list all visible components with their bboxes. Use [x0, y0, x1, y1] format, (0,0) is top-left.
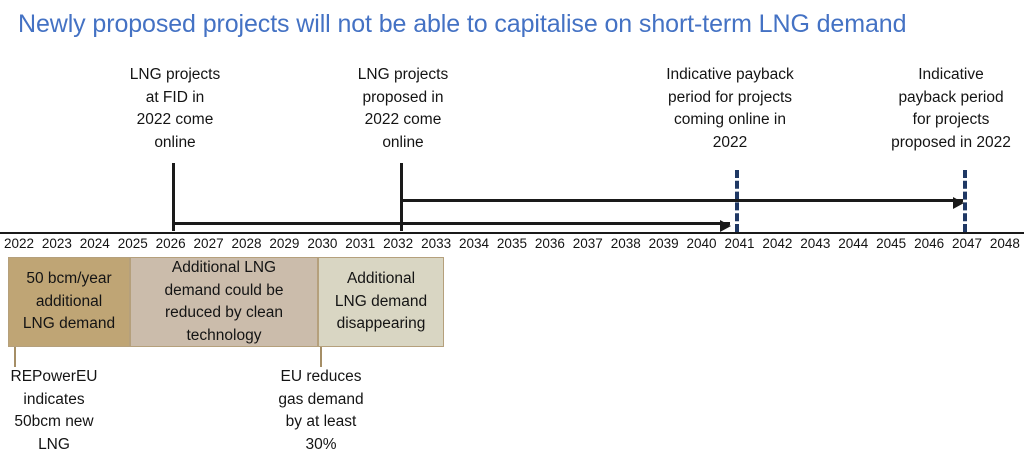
arrow-proposed-to-2047 [401, 196, 964, 209]
demand-box-line: Additional [346, 270, 416, 288]
callout-proposed-2022-online: LNG projects proposed in 2022 come onlin… [336, 64, 470, 154]
caption-repowereu: REPowerEU indicates 50bcm new LNG [0, 366, 114, 456]
axis-year: 2043 [800, 236, 831, 251]
axis-year: 2024 [79, 236, 110, 251]
demand-box-50bcm: 50 bcm/year additional LNG demand [8, 257, 130, 347]
axis-year: 2023 [41, 236, 72, 251]
callout-line: LNG projects [357, 66, 449, 83]
axis-year: 2022 [3, 236, 34, 251]
axis-year: 2028 [231, 236, 262, 251]
connector-eu-reduces-gas [320, 347, 322, 367]
page-title: Newly proposed projects will not be able… [18, 10, 907, 38]
axis-year: 2048 [989, 236, 1020, 251]
caption-line: LNG [38, 435, 70, 453]
axis-year: 2041 [724, 236, 755, 251]
axis-year: 2046 [914, 236, 945, 251]
axis-year: 2044 [838, 236, 869, 251]
demand-box-line: Additional LNG [171, 259, 277, 276]
callout-line: period for projects [667, 88, 793, 106]
caption-eu-reduces-gas: EU reduces gas demand by at least 30% [262, 366, 380, 456]
axis-year: 2035 [496, 236, 527, 251]
demand-box-line: additional [35, 292, 103, 310]
callout-line: proposed in 2022 [891, 133, 1011, 151]
demand-box-line: demand could be [164, 281, 284, 299]
caption-line: EU reduces [280, 368, 362, 385]
callout-line: online [382, 133, 424, 151]
arrow-online-to-2041 [173, 219, 731, 232]
callout-line: for projects [912, 111, 990, 128]
callout-payback-proposed-2022: Indicative payback period for projects p… [878, 64, 1024, 154]
event-marker-2032 [400, 163, 403, 231]
axis-year: 2026 [155, 236, 186, 251]
axis-year: 2032 [383, 236, 414, 251]
axis-year: 2031 [345, 236, 376, 251]
callout-line: online [154, 133, 196, 151]
axis-year: 2047 [951, 236, 983, 251]
axis-year: 2039 [648, 236, 679, 251]
callout-line: coming online in [673, 111, 786, 128]
callout-line: Indicative [918, 66, 984, 83]
timeline-axis [0, 232, 1024, 234]
event-marker-2026 [172, 163, 175, 231]
caption-line: gas demand [278, 390, 364, 408]
caption-line: REPowerEU [10, 368, 98, 385]
callout-line: 2022 come [364, 111, 442, 128]
callout-fid-2022-online: LNG projects at FID in 2022 come online [108, 64, 242, 154]
demand-box-demand-disappearing: Additional LNG demand disappearing [318, 257, 444, 347]
axis-year: 2025 [117, 236, 148, 251]
callout-line: proposed in [362, 88, 444, 106]
callout-line: LNG projects [129, 66, 221, 83]
axis-year: 2029 [269, 236, 300, 251]
axis-year: 2027 [193, 236, 224, 251]
axis-year: 2038 [610, 236, 641, 251]
axis-year-labels: 2022 2023 2024 2025 2026 2027 2028 2029 … [0, 235, 1024, 253]
demand-box-line: 50 bcm/year [26, 270, 112, 288]
demand-box-line: technology [186, 326, 262, 344]
caption-line: 50bcm new [14, 413, 94, 430]
demand-box-line: LNG demand [334, 292, 428, 310]
axis-year: 2037 [572, 236, 603, 251]
caption-line: by at least [285, 413, 357, 430]
connector-repowereu [14, 347, 16, 367]
axis-year: 2036 [534, 236, 565, 251]
callout-line: at FID in [145, 88, 205, 106]
callout-payback-coming-online-2022: Indicative payback period for projects c… [640, 64, 820, 154]
demand-box-line: disappearing [336, 315, 426, 333]
axis-year: 2033 [421, 236, 452, 251]
axis-year: 2034 [459, 236, 490, 251]
axis-year: 2045 [876, 236, 907, 251]
caption-line: 30% [305, 435, 337, 453]
demand-box-line: reduced by clean [164, 304, 284, 321]
callout-line: Indicative payback [666, 66, 794, 83]
axis-year: 2030 [307, 236, 338, 251]
demand-box-reduced-clean-tech: Additional LNG demand could be reduced b… [130, 257, 318, 347]
demand-box-line: LNG demand [22, 315, 116, 333]
caption-line: indicates [23, 390, 85, 408]
callout-line: 2022 come [136, 111, 214, 128]
callout-line: 2022 [712, 133, 748, 151]
callout-line: payback period [898, 88, 1004, 106]
axis-year: 2040 [686, 236, 717, 251]
payback-marker-2047 [963, 170, 967, 232]
axis-year: 2042 [762, 236, 793, 251]
